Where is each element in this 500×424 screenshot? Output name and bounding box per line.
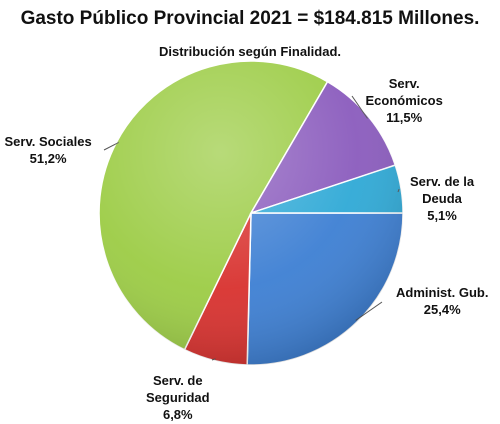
chart-subtitle: Distribución según Finalidad.: [158, 44, 341, 59]
slice-name-line: Serv. de: [152, 373, 203, 388]
slice-name-line: Serv. de la: [410, 174, 475, 189]
slice-name-line: Económicos: [365, 93, 443, 108]
slice-label-4: Serv. de la Deuda 5,1%: [410, 173, 474, 224]
slice-value: 6,8%: [162, 407, 193, 422]
slice-value: 5,1%: [427, 208, 457, 223]
slice-label-1: Serv. de Seguridad 6,8%: [146, 372, 210, 423]
pie-slice-0: [246, 212, 404, 366]
slice-name-line: Serv.: [388, 76, 420, 91]
slice-value: 11,5%: [386, 110, 423, 125]
slice-name-line: Serv. Sociales: [4, 134, 92, 149]
slice-value: 51,2%: [29, 151, 67, 166]
slice-name-line: Deuda: [422, 191, 462, 206]
slice-name-line: Administ. Gub.: [396, 285, 489, 300]
slice-label-2: Serv. Sociales 51,2%: [5, 133, 92, 167]
chart-title: Gasto Público Provincial 2021 = $184.815…: [20, 8, 480, 29]
slice-name-line: Seguridad: [146, 390, 210, 405]
slice-value: 25,4%: [423, 302, 461, 317]
slice-label-0: Administ. Gub. 25,4%: [396, 284, 488, 318]
slice-label-3: Serv. Económicos 11,5%: [366, 75, 443, 126]
